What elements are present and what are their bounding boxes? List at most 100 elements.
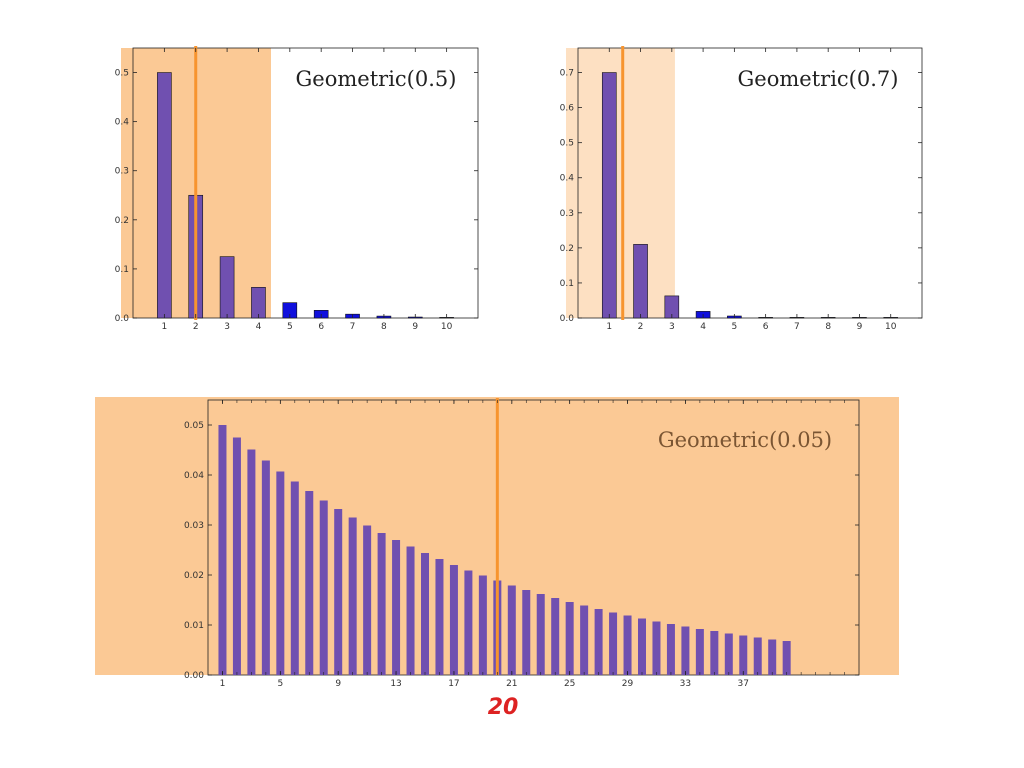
bar-37 xyxy=(739,635,748,675)
x-tick-label: 7 xyxy=(794,322,800,332)
chart-geometric-0-5: 0.0 0.1 0.2 0.3 0.4 0.5 1 2 3 4 5 6 7 8 9 10 Geometric(0… xyxy=(115,46,479,332)
axes-frame xyxy=(132,47,479,319)
bar-25 xyxy=(565,602,574,675)
x-tick-label: 1 xyxy=(606,322,612,332)
x-tick-label: 13 xyxy=(390,679,401,689)
bar-15 xyxy=(421,553,429,675)
y-tick-label: 0.03 xyxy=(184,521,204,531)
axes-frame xyxy=(207,399,860,676)
bar-26 xyxy=(580,605,589,675)
y-tick-label: 0.04 xyxy=(184,471,204,481)
bar-16 xyxy=(435,559,444,675)
bar-7 xyxy=(305,491,314,675)
x-tick-label: 5 xyxy=(731,322,737,332)
y-tick-label: 0.4 xyxy=(560,174,575,184)
bar-4 xyxy=(261,460,270,675)
bar-23 xyxy=(536,594,545,675)
bar-18 xyxy=(464,570,473,675)
x-tick-label: 9 xyxy=(412,322,418,332)
bar-1 xyxy=(601,72,617,319)
bar-32 xyxy=(666,624,675,675)
bar-4 xyxy=(251,287,266,319)
y-tick-label: 0.6 xyxy=(560,104,575,114)
bar-3 xyxy=(219,256,235,319)
bar-19 xyxy=(478,575,487,675)
bar-1 xyxy=(157,72,172,319)
y-tick-label: 0.1 xyxy=(115,265,129,275)
x-tick-label: 8 xyxy=(381,322,387,332)
bar-21 xyxy=(507,585,516,675)
x-tick-label: 1 xyxy=(161,322,167,332)
bar-33 xyxy=(681,626,690,675)
x-tick-label: 10 xyxy=(885,322,897,332)
x-tick-label: 2 xyxy=(638,322,644,332)
chart-title: Geometric(0.7) xyxy=(738,67,899,91)
bar-6 xyxy=(290,481,299,675)
y-tick-label: 0.0 xyxy=(115,314,130,324)
y-tick-label: 0.0 xyxy=(560,314,575,324)
bar-39 xyxy=(768,639,777,675)
y-tick-label: 0.3 xyxy=(115,167,129,177)
bar-40 xyxy=(782,641,791,675)
bar-14 xyxy=(406,546,415,675)
bar-31 xyxy=(652,621,661,675)
bar-10 xyxy=(348,517,357,675)
chart-title: Geometric(0.5) xyxy=(296,67,457,91)
bar-2 xyxy=(232,437,241,675)
y-tick-label: 0.5 xyxy=(115,69,129,79)
bar-34 xyxy=(695,629,704,675)
bar-27 xyxy=(594,609,603,675)
plot-layer: 0.0 0.1 0.2 0.3 0.4 0.5 1 2 3 4 5 6 7 8 9 10 xyxy=(115,46,479,332)
y-tick-label: 0.05 xyxy=(184,421,204,431)
chart-title: Geometric(0.05) xyxy=(658,428,832,452)
y-tick-label: 0.5 xyxy=(560,139,574,149)
bar-2 xyxy=(633,244,648,319)
bar-17 xyxy=(449,565,458,675)
x-tick-label: 3 xyxy=(669,322,675,332)
x-tick-label: 3 xyxy=(224,322,230,332)
x-tick-label: 6 xyxy=(763,322,769,332)
axes-frame xyxy=(577,47,923,319)
y-tick-label: 0.7 xyxy=(560,69,574,79)
x-tick-label: 8 xyxy=(825,322,831,332)
bar-9 xyxy=(334,509,343,675)
y-tick-label: 0.4 xyxy=(115,118,130,128)
x-tick-label: 25 xyxy=(564,679,575,689)
bar-8 xyxy=(319,500,328,675)
x-tick-label: 6 xyxy=(318,322,324,332)
x-tick-label: 17 xyxy=(448,679,459,689)
chart-geometric-0-05: 0.00 0.01 0.02 0.03 0.04 0.05 1 5 9 13 17 21 25 29 33 3… xyxy=(95,397,899,720)
x-tick-label: 4 xyxy=(256,322,262,332)
x-tick-label: 2 xyxy=(193,322,199,332)
x-tick-label: 21 xyxy=(506,679,517,689)
bar-35 xyxy=(710,631,719,675)
bar-36 xyxy=(724,633,733,675)
plot-layer: 0.0 0.1 0.2 0.3 0.4 0.5 0.6 0.7 1 2 3 4 5 6 7 8 9 10 xyxy=(560,46,923,332)
bar-12 xyxy=(377,533,386,675)
bar-13 xyxy=(392,540,401,675)
x-tick-label: 5 xyxy=(287,322,293,332)
bar-38 xyxy=(753,637,762,675)
x-tick-label: 33 xyxy=(680,679,691,689)
x-tick-label: 9 xyxy=(335,679,341,689)
y-tick-label: 0.2 xyxy=(560,244,574,254)
y-tick-label: 0.01 xyxy=(184,621,204,631)
x-tick-label: 29 xyxy=(622,679,634,689)
y-tick-label: 0.3 xyxy=(560,209,574,219)
bar-22 xyxy=(522,590,531,675)
x-tick-label: 1 xyxy=(220,679,226,689)
y-tick-label: 0.00 xyxy=(184,671,204,681)
x-tick-label: 5 xyxy=(277,679,283,689)
bar-3 xyxy=(247,449,256,675)
y-tick-label: 0.1 xyxy=(560,279,574,289)
shaded-region xyxy=(566,48,675,318)
y-tick-label: 0.02 xyxy=(184,571,204,581)
x-tick-label: 9 xyxy=(857,322,863,332)
x-tick-label: 4 xyxy=(700,322,706,332)
bar-28 xyxy=(609,612,618,675)
bar-30 xyxy=(638,618,646,675)
x-tick-label: 10 xyxy=(441,322,453,332)
y-tick-label: 0.2 xyxy=(115,216,129,226)
plot-layer: 0.00 0.01 0.02 0.03 0.04 0.05 1 5 9 13 17 21 25 29 33 3… xyxy=(95,397,899,689)
